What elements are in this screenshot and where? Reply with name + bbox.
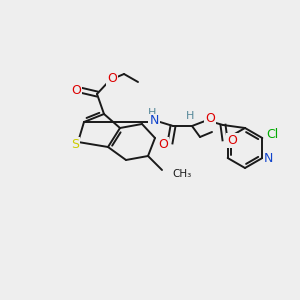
Text: N: N — [149, 115, 159, 128]
Text: O: O — [227, 134, 237, 146]
Text: Cl: Cl — [266, 128, 278, 142]
Text: O: O — [71, 83, 81, 97]
Text: S: S — [71, 137, 79, 151]
Text: O: O — [158, 137, 168, 151]
Text: O: O — [107, 71, 117, 85]
Text: H: H — [186, 111, 194, 121]
Text: O: O — [205, 112, 215, 124]
Text: H: H — [148, 108, 156, 118]
Text: CH₃: CH₃ — [172, 169, 191, 179]
Text: N: N — [264, 152, 273, 164]
